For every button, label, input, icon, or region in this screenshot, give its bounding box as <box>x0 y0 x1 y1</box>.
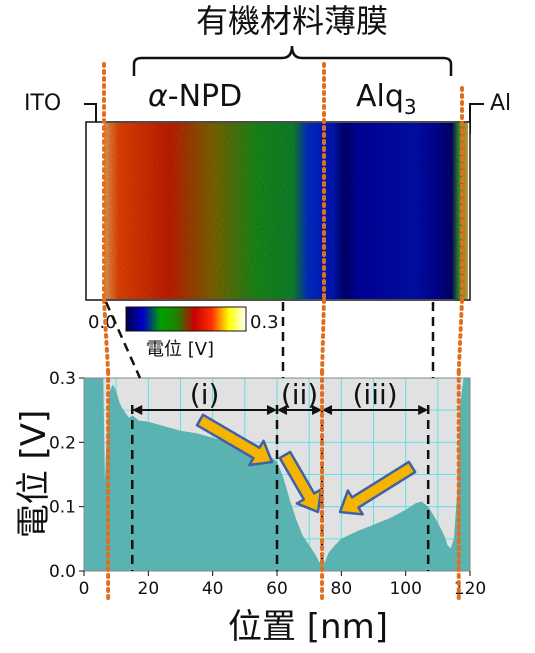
y-tick-label: 0.2 <box>49 433 76 453</box>
x-tick-label: 0 <box>79 579 90 599</box>
callout-arrow <box>278 450 323 514</box>
x-tick-label: 60 <box>266 579 288 599</box>
al-bracket <box>469 103 484 134</box>
callout-arrow-shape <box>278 450 323 514</box>
y-axis-ticks: 0.0 0.1 0.2 0.3 <box>49 369 84 582</box>
potential-map <box>85 121 471 301</box>
layer-alq-label: Alq3 <box>356 79 417 119</box>
y-tick-label: 0.0 <box>49 562 76 582</box>
x-axis-ticks: 0 20 40 60 80 100 120 <box>79 571 486 599</box>
region-span-arrowhead-left <box>322 405 333 415</box>
orange-dotted-line <box>320 298 326 374</box>
electrode-al-label: Al <box>490 91 511 116</box>
map-to-chart-connectors <box>104 301 435 379</box>
region-span-arrowhead-left <box>277 405 287 415</box>
callout-arrows <box>195 413 417 516</box>
y-tick-label: 0.1 <box>49 498 76 518</box>
layer-alq-sub: 3 <box>404 95 417 119</box>
colorbar-gradient <box>125 306 247 332</box>
callout-arrow-shape <box>195 413 274 467</box>
callout-arrow-shape <box>338 460 417 516</box>
x-tick-label: 40 <box>202 579 224 599</box>
callout-arrow <box>338 460 417 516</box>
layer-alq-base: Alq <box>356 79 404 114</box>
region-label: (ii) <box>281 378 318 411</box>
electrode-ito-label: ITO <box>24 91 61 116</box>
layer-npd-label: α-NPD <box>148 79 242 114</box>
x-tick-label: 20 <box>138 579 160 599</box>
colorbar-max-label: 0.3 <box>250 312 279 333</box>
region-span-arrowhead-right <box>418 405 429 415</box>
electrode-interface-lines <box>102 62 464 602</box>
orange-dotted-line <box>102 298 111 374</box>
film-title: 有機材料薄膜 <box>196 2 388 40</box>
region-span-arrowhead-left <box>132 405 143 415</box>
region-span-arrowhead-right <box>312 405 323 415</box>
x-tick-label: 120 <box>454 579 486 599</box>
potential-area <box>84 378 470 571</box>
x-tick-label: 80 <box>331 579 353 599</box>
y-tick-label: 0.3 <box>49 369 76 389</box>
colorbar: 0.0 0.3 電位 [V] <box>88 306 279 360</box>
film-brace <box>132 45 453 76</box>
region-label: (iii) <box>353 378 398 411</box>
x-tick-label: 100 <box>389 579 421 599</box>
x-axis-title: 位置 [nm] <box>228 607 388 647</box>
potential-map-texture <box>104 123 468 299</box>
colorbar-min-label: 0.0 <box>88 312 117 333</box>
region-span-arrowhead-right <box>267 405 277 415</box>
layer-npd-greek: α <box>148 79 168 114</box>
callout-arrow <box>195 413 274 467</box>
layer-npd-rest: -NPD <box>168 79 242 114</box>
region-label: (i) <box>190 378 220 411</box>
colorbar-label: 電位 [V] <box>146 339 214 360</box>
orange-dotted-line <box>456 298 464 374</box>
potential-chart: 0 20 40 60 80 100 120 0.0 0.1 0.2 0.3 (i) (ii) (iii… <box>49 369 486 599</box>
y-axis-title: 電位 [V] <box>14 410 54 539</box>
region-spans: (i) (ii) (iii) <box>132 378 429 415</box>
